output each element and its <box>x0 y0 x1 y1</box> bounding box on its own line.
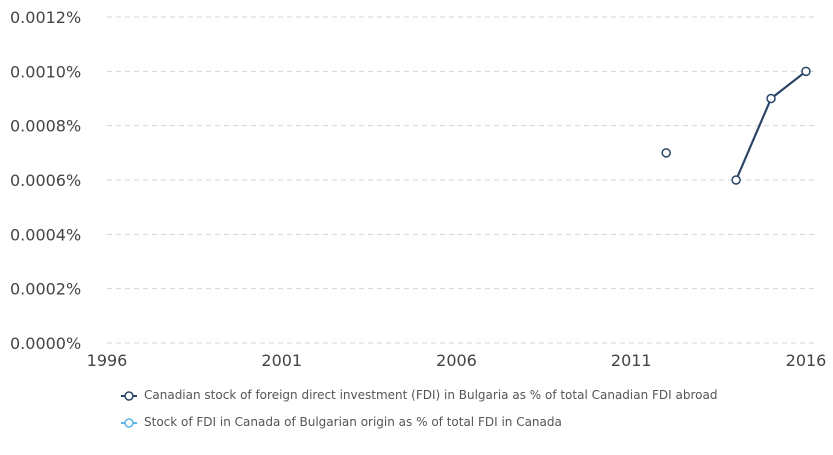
data-point[interactable] <box>766 93 776 104</box>
legend-label: Stock of FDI in Canada of Bulgarian orig… <box>144 415 562 429</box>
legend-item-bulgarian-fdi-in-canada[interactable]: Stock of FDI in Canada of Bulgarian orig… <box>120 415 740 430</box>
legend: Canadian stock of foreign direct investm… <box>120 388 740 442</box>
series-line <box>734 97 773 182</box>
data-point[interactable] <box>661 148 671 158</box>
data-point[interactable] <box>731 175 741 185</box>
y-tick-label: 0.0004% <box>10 225 81 244</box>
series-line <box>769 70 808 100</box>
y-tick-label: 0.0000% <box>10 334 81 353</box>
data-point[interactable] <box>801 66 811 77</box>
x-tick-label: 2016 <box>786 351 827 370</box>
x-tick-label: 2011 <box>611 351 652 370</box>
y-tick-label: 0.0002% <box>10 280 81 299</box>
line-marker-icon <box>121 391 137 401</box>
x-tick-label: 2001 <box>261 351 302 370</box>
x-tick-label: 1996 <box>87 351 128 370</box>
y-tick-label: 0.0008% <box>10 117 81 136</box>
legend-label: Canadian stock of foreign direct investm… <box>144 388 718 402</box>
y-tick-label: 0.0006% <box>10 171 81 190</box>
y-tick-label: 0.0012% <box>10 8 81 27</box>
line-marker-icon <box>121 418 137 428</box>
legend-item-canadian-fdi-in-bulgaria[interactable]: Canadian stock of foreign direct investm… <box>120 388 740 403</box>
y-tick-label: 0.0010% <box>10 62 81 81</box>
x-tick-label: 2006 <box>436 351 477 370</box>
